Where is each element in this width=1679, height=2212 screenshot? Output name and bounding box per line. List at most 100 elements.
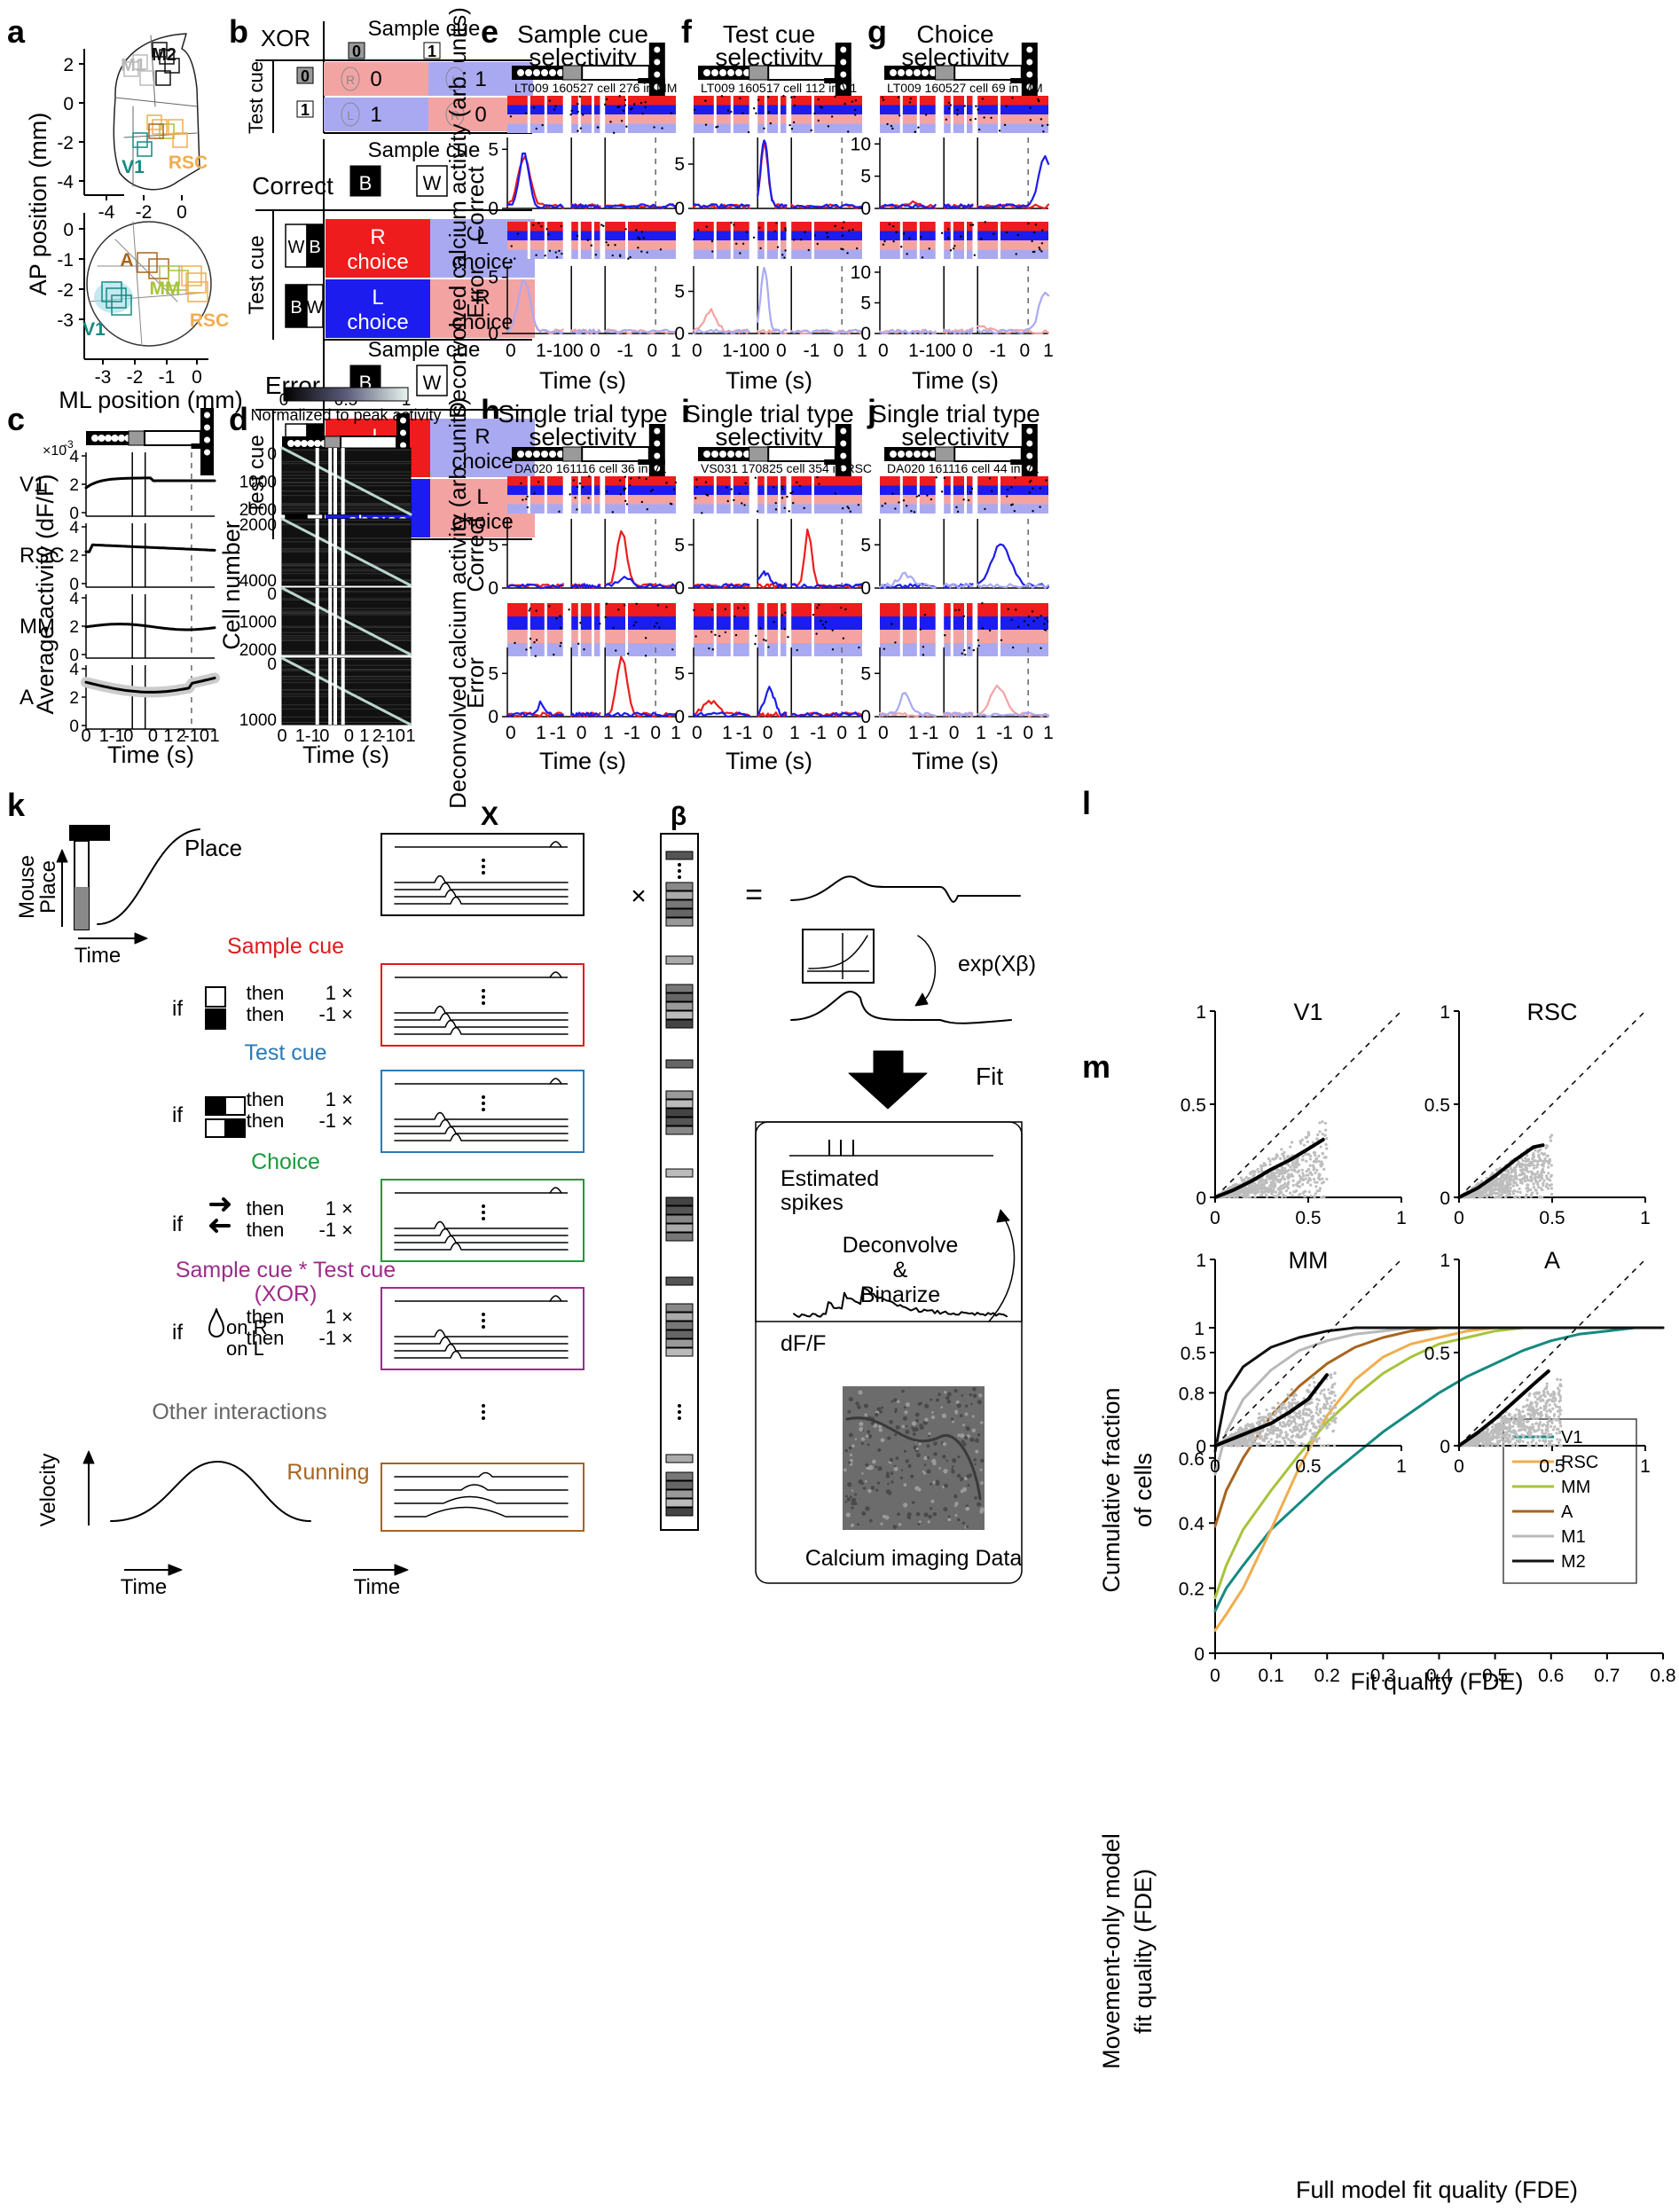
- hij-xtick: -1: [736, 723, 753, 743]
- maze-test-segment: [953, 65, 1023, 81]
- k-row-label-0: Sample cue: [227, 934, 344, 959]
- m-ytick: 0.5: [1181, 1344, 1206, 1364]
- k-calcium-speckle: [979, 1421, 984, 1424]
- trace-ytick: 0: [860, 199, 871, 219]
- k-calcium-speckle: [850, 1458, 853, 1463]
- k-on-r: on R: [226, 1316, 267, 1338]
- raster-spike: [555, 255, 559, 259]
- trace-line: [692, 203, 750, 209]
- raster-spike: [810, 129, 812, 132]
- maze-dot: [719, 69, 726, 76]
- m-point: [1478, 1191, 1482, 1196]
- trace-line: [604, 328, 678, 334]
- m-point: [1505, 1174, 1509, 1178]
- trace-line: [604, 328, 678, 334]
- m-point: [1314, 1171, 1317, 1174]
- m-ytick: 1: [1196, 1002, 1206, 1023]
- m-point: [1323, 1395, 1327, 1399]
- maze-dot: [549, 69, 556, 76]
- k-beta-coef: [665, 1117, 694, 1126]
- m-point: [1281, 1168, 1284, 1173]
- raster-spike: [672, 488, 676, 491]
- b-correct-cell-word: choice: [347, 310, 408, 334]
- maze-arm-dot: [654, 452, 661, 459]
- c-xtick: 0: [123, 726, 133, 746]
- raster-band: [944, 616, 973, 630]
- m-point: [1500, 1181, 1503, 1185]
- m-point: [1525, 1187, 1528, 1190]
- maze-dot: [711, 451, 718, 458]
- a-imaging-field: [185, 272, 207, 294]
- k-calcium-speckle: [880, 1438, 885, 1443]
- maze-test-segment: [581, 65, 650, 81]
- m-point: [1232, 1432, 1236, 1436]
- raster-spike: [561, 252, 563, 255]
- raster-spike: [568, 608, 570, 611]
- efg-raster-error: [507, 222, 676, 260]
- raster-spike: [783, 628, 787, 631]
- k-calcium-speckle: [890, 1471, 894, 1475]
- m-point: [1244, 1437, 1248, 1440]
- b-correct-rowlabel: B: [290, 298, 302, 318]
- m-point: [1536, 1170, 1540, 1173]
- raster-spike: [816, 242, 819, 246]
- raster-spike: [1016, 233, 1020, 237]
- maze-test-segment: [953, 446, 1023, 462]
- raster-spike: [670, 112, 673, 114]
- raster-spike: [695, 478, 698, 481]
- m-point: [1510, 1171, 1513, 1174]
- raster-spike: [724, 608, 726, 611]
- k-beta-coef: [665, 1454, 694, 1463]
- raster-band: [757, 222, 787, 231]
- c-xtick: 1: [163, 726, 173, 746]
- k-calcium-speckle: [902, 1416, 907, 1421]
- m-point: [1246, 1187, 1251, 1190]
- raster-gap: [998, 476, 1000, 514]
- raster-spike: [754, 642, 757, 646]
- raster-spike: [883, 239, 886, 243]
- m-point: [1516, 1190, 1519, 1194]
- raster-spike: [1039, 506, 1041, 508]
- raster-spike: [784, 227, 787, 230]
- k-calcium-speckle: [930, 1398, 933, 1401]
- k-calcium-speckle: [969, 1402, 973, 1406]
- m-point: [1290, 1141, 1294, 1144]
- k-calcium-speckle: [973, 1458, 977, 1462]
- m-xtick: 0: [1210, 1456, 1220, 1477]
- c-xtick: 2: [177, 726, 186, 746]
- m-point: [1287, 1404, 1291, 1408]
- raster-spike: [754, 634, 757, 637]
- m-point: [1241, 1179, 1244, 1182]
- raster-spike: [984, 221, 986, 224]
- m-point: [1312, 1178, 1316, 1181]
- k-calcium-speckle: [922, 1470, 925, 1473]
- m-point: [1272, 1178, 1275, 1181]
- raster-spike: [792, 502, 795, 505]
- m-point: [1290, 1388, 1293, 1392]
- m-point: [1238, 1444, 1242, 1447]
- raster-band: [757, 630, 787, 643]
- raster-spike: [793, 95, 796, 98]
- m-point: [1519, 1179, 1523, 1182]
- b-xor-value: 1: [475, 67, 486, 91]
- k-calcium-speckle: [889, 1457, 894, 1463]
- raster-band: [694, 114, 749, 124]
- raster-spike: [624, 228, 627, 231]
- maze-dot: [703, 69, 710, 76]
- hij-trace-error: 50: [488, 647, 678, 727]
- m-point: [1325, 1137, 1329, 1141]
- efg-xtick: 1: [671, 341, 681, 361]
- efg-title1: Choice: [916, 20, 993, 48]
- m-point: [1496, 1195, 1500, 1199]
- k-calcium-speckle: [851, 1489, 854, 1492]
- m-point: [1281, 1424, 1284, 1428]
- a-imaging-field: [139, 70, 155, 86]
- raster-gap: [730, 222, 734, 259]
- m-point: [1277, 1188, 1282, 1192]
- efg-xtick: 1: [908, 341, 919, 361]
- k-if: if: [172, 997, 183, 1021]
- maze-dot: [541, 451, 548, 458]
- b-correct-cell-word: choice: [451, 250, 513, 274]
- m-point: [1267, 1188, 1271, 1192]
- m-point: [1306, 1389, 1309, 1392]
